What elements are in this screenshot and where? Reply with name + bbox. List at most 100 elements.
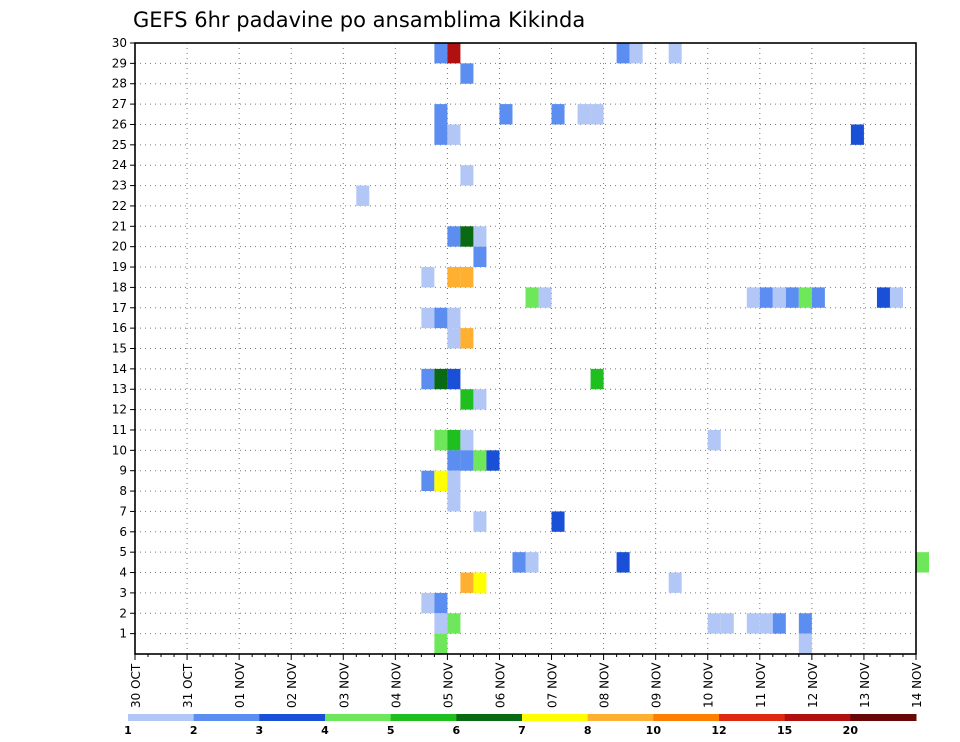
y-tick-label: 23 <box>112 179 127 193</box>
x-tick-label: 31 OCT <box>181 663 195 708</box>
precip-cell <box>434 633 448 654</box>
precip-cell <box>460 63 474 84</box>
precip-cell <box>811 287 825 308</box>
precip-cell <box>759 613 773 634</box>
legend-label: 5 <box>387 724 395 737</box>
precip-cell <box>447 450 461 471</box>
legend-swatch <box>128 714 195 721</box>
precip-cell <box>798 287 812 308</box>
precip-cell <box>447 470 461 492</box>
legend-label: 4 <box>321 724 329 737</box>
precip-cell <box>525 552 539 573</box>
y-tick-label: 26 <box>112 117 127 131</box>
precip-cell <box>434 470 448 492</box>
precip-cell <box>434 124 448 145</box>
precip-cell <box>473 246 487 268</box>
precip-cell <box>616 43 630 64</box>
precip-cell <box>668 43 682 64</box>
precip-cell <box>590 368 604 390</box>
legend-label: 10 <box>646 724 662 737</box>
y-tick-label: 10 <box>112 443 127 457</box>
precip-cell <box>447 613 461 634</box>
precip-cell <box>850 124 864 145</box>
precip-cell <box>460 429 474 451</box>
precip-cell <box>434 43 448 64</box>
precip-cell <box>889 287 903 308</box>
grid <box>135 43 916 654</box>
x-tick-label: 14 NOV <box>910 662 924 708</box>
precip-cell <box>434 592 448 614</box>
precip-cell <box>577 104 591 125</box>
legend-swatch <box>719 714 786 721</box>
y-tick-label: 7 <box>119 504 127 518</box>
precip-cell <box>460 165 474 186</box>
legend-swatch <box>325 714 392 721</box>
precip-cell <box>707 429 721 451</box>
precip-cell <box>447 43 461 64</box>
precip-cell <box>434 429 448 451</box>
y-tick-label: 20 <box>112 240 127 254</box>
legend-label: 20 <box>843 724 859 737</box>
y-tick-label: 8 <box>119 484 127 498</box>
precip-cell <box>785 287 799 308</box>
precip-cell <box>629 43 643 64</box>
legend-swatch <box>390 714 457 721</box>
y-tick-label: 1 <box>119 627 127 641</box>
precip-cell <box>421 267 435 288</box>
y-tick-label: 6 <box>119 525 127 539</box>
y-tick-label: 2 <box>119 606 127 620</box>
x-axis: 30 OCT 31 OCT 01 NOV 02 NOV 03 NOV 04 NOV 05 N… <box>129 654 924 708</box>
precip-cell <box>486 450 500 471</box>
precip-cell <box>590 104 604 125</box>
precip-cell <box>538 287 552 308</box>
precip-cell <box>460 450 474 471</box>
precip-cell <box>447 429 461 451</box>
precip-cell <box>473 450 487 471</box>
precip-cell <box>447 491 461 512</box>
x-tick-label: 05 NOV <box>441 662 455 708</box>
precip-cell <box>421 592 435 614</box>
legend-swatch <box>522 714 589 721</box>
y-tick-label: 16 <box>112 321 127 335</box>
precip-cell <box>772 287 786 308</box>
legend-label: 15 <box>777 724 792 737</box>
x-tick-label: 30 OCT <box>129 663 143 708</box>
x-tick-label: 04 NOV <box>389 662 403 708</box>
y-tick-label: 28 <box>112 77 127 91</box>
legend: 1 2 3 4 5 6 7 8 10 12 15 20 <box>124 714 917 737</box>
precip-cell <box>473 572 487 593</box>
legend-label: 2 <box>190 724 198 737</box>
precip-cell <box>447 124 461 145</box>
y-tick-label: 12 <box>112 403 127 417</box>
x-tick-label: 11 NOV <box>754 662 768 708</box>
legend-label: 12 <box>711 724 726 737</box>
precip-cell <box>525 287 539 308</box>
precip-cell <box>499 104 513 125</box>
precip-cell <box>720 613 734 634</box>
precip-cell <box>447 328 461 349</box>
x-tick-label: 09 NOV <box>650 662 664 708</box>
y-tick-label: 14 <box>112 362 127 376</box>
precip-cell <box>356 185 370 206</box>
x-tick-label: 12 NOV <box>806 662 820 708</box>
y-tick-label: 3 <box>119 586 127 600</box>
x-tick-label: 13 NOV <box>858 662 872 708</box>
legend-label: 3 <box>256 724 264 737</box>
y-tick-label: 11 <box>112 423 127 437</box>
precip-cell <box>916 552 930 573</box>
precip-cell <box>460 572 474 593</box>
precip-cell <box>421 307 435 329</box>
precip-cell <box>473 389 487 410</box>
precip-cell <box>798 633 812 654</box>
precip-cell <box>434 368 448 390</box>
y-tick-label: 24 <box>112 158 127 172</box>
y-tick-label: 25 <box>112 138 127 152</box>
data-cells <box>356 43 930 654</box>
precip-cell <box>473 226 487 247</box>
precip-cell <box>473 511 487 532</box>
precip-cell <box>447 267 461 288</box>
chart-title: GEFS 6hr padavine po ansamblima Kikinda <box>133 8 585 32</box>
precip-cell <box>434 307 448 329</box>
precip-cell <box>876 287 890 308</box>
